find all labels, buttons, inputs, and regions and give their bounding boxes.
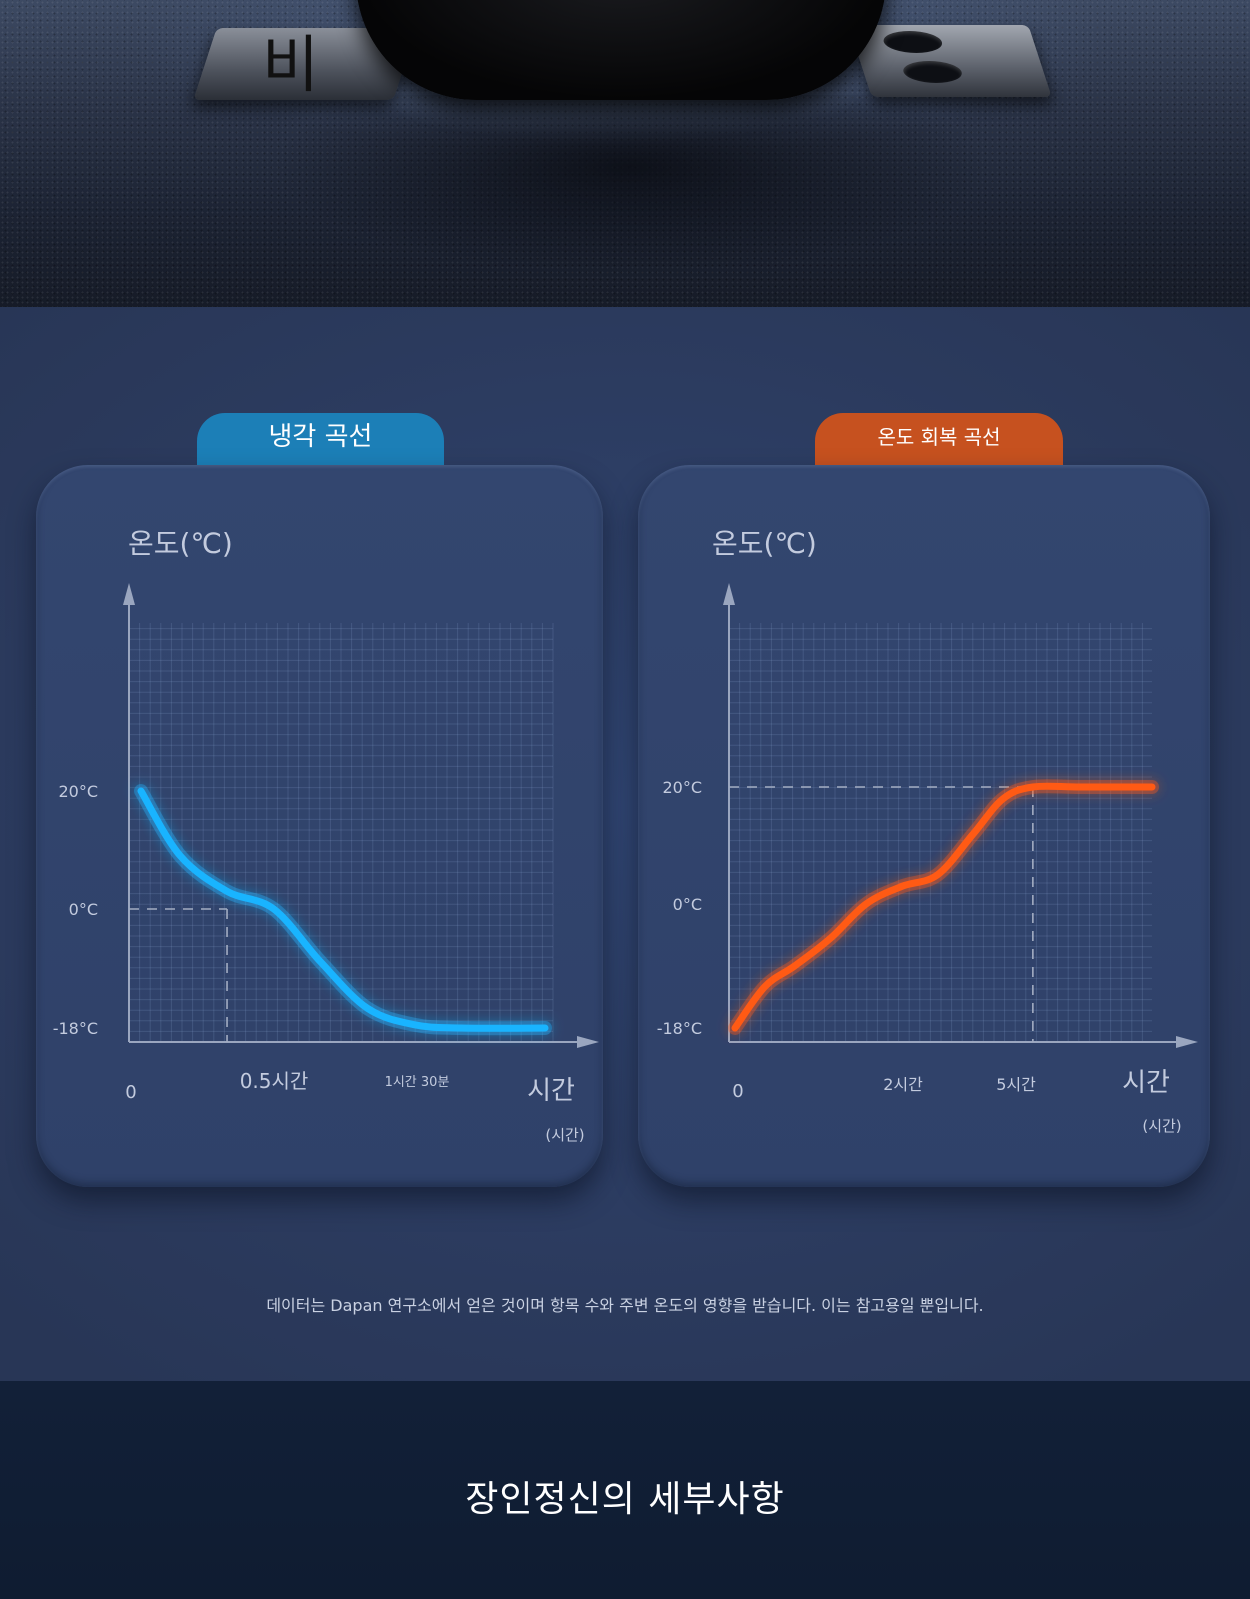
recovery-chart-card: 20°C 0°C -18°C 온도(℃) 0 2시간 5시간 시간 (시간) xyxy=(638,465,1210,1187)
x-tick-label: 0 xyxy=(125,1082,136,1103)
x-tick-label: 0 xyxy=(732,1081,743,1102)
y-axis-arrow xyxy=(123,583,135,605)
chart-grid xyxy=(728,623,1152,1043)
recovery-tab: 온도 회복 곡선 xyxy=(815,413,1063,473)
x-axis-arrow xyxy=(1176,1036,1198,1048)
y-axis-arrow xyxy=(723,583,735,605)
product-foot-right xyxy=(848,25,1052,97)
cooling-tab: 냉각 곡선 xyxy=(197,413,444,473)
recovery-chart: 20°C 0°C -18°C 온도(℃) 0 2시간 5시간 시간 (시간) xyxy=(657,527,1198,1135)
y-tick-label: 20°C xyxy=(58,782,98,801)
hero-photo: 비 xyxy=(0,0,1250,307)
y-tick-label: -18°C xyxy=(657,1019,702,1038)
x-axis-unit: (시간) xyxy=(545,1126,584,1144)
foot-hole xyxy=(880,31,946,53)
y-tick-label: -18°C xyxy=(53,1019,98,1038)
y-tick-label: 0°C xyxy=(673,895,702,914)
x-tick-label: 1시간 30분 xyxy=(385,1075,450,1090)
x-axis-arrow xyxy=(577,1036,599,1048)
footer-title: 장인정신의 세부사항 xyxy=(465,1479,785,1520)
x-axis-title: 시간 xyxy=(1122,1068,1170,1098)
x-axis-title: 시간 xyxy=(527,1076,575,1106)
series-line xyxy=(731,782,1156,1032)
cooling-chart: 20°C 0°C -18°C 온도(℃) 0 0.5시간 1시간 30분 시간 (시간) xyxy=(53,527,599,1144)
x-tick-label: 0.5시간 xyxy=(240,1069,309,1093)
hero-shadow xyxy=(270,95,990,275)
y-tick-label: 0°C xyxy=(69,900,98,919)
y-axis-title: 온도(℃) xyxy=(712,527,817,560)
data-disclaimer: 데이터는 Dapan 연구소에서 얻은 것이며 항목 수와 주변 온도의 영향을… xyxy=(266,1296,984,1315)
x-tick-label: 5시간 xyxy=(996,1075,1036,1094)
y-axis-title: 온도(℃) xyxy=(128,527,233,560)
product-body xyxy=(356,0,886,100)
x-axis-unit: (시간) xyxy=(1142,1117,1181,1135)
chart-grid xyxy=(128,623,554,1043)
cooling-chart-card: 20°C 0°C -18°C 온도(℃) 0 0.5시간 1시간 30분 시간 (시간) xyxy=(36,465,603,1187)
y-tick-label: 20°C xyxy=(662,778,702,797)
x-tick-label: 2시간 xyxy=(883,1075,923,1094)
hero-text: 비 xyxy=(262,28,320,101)
series-line xyxy=(137,787,549,1032)
foot-hole xyxy=(900,61,966,83)
footer-band xyxy=(0,1381,1250,1599)
